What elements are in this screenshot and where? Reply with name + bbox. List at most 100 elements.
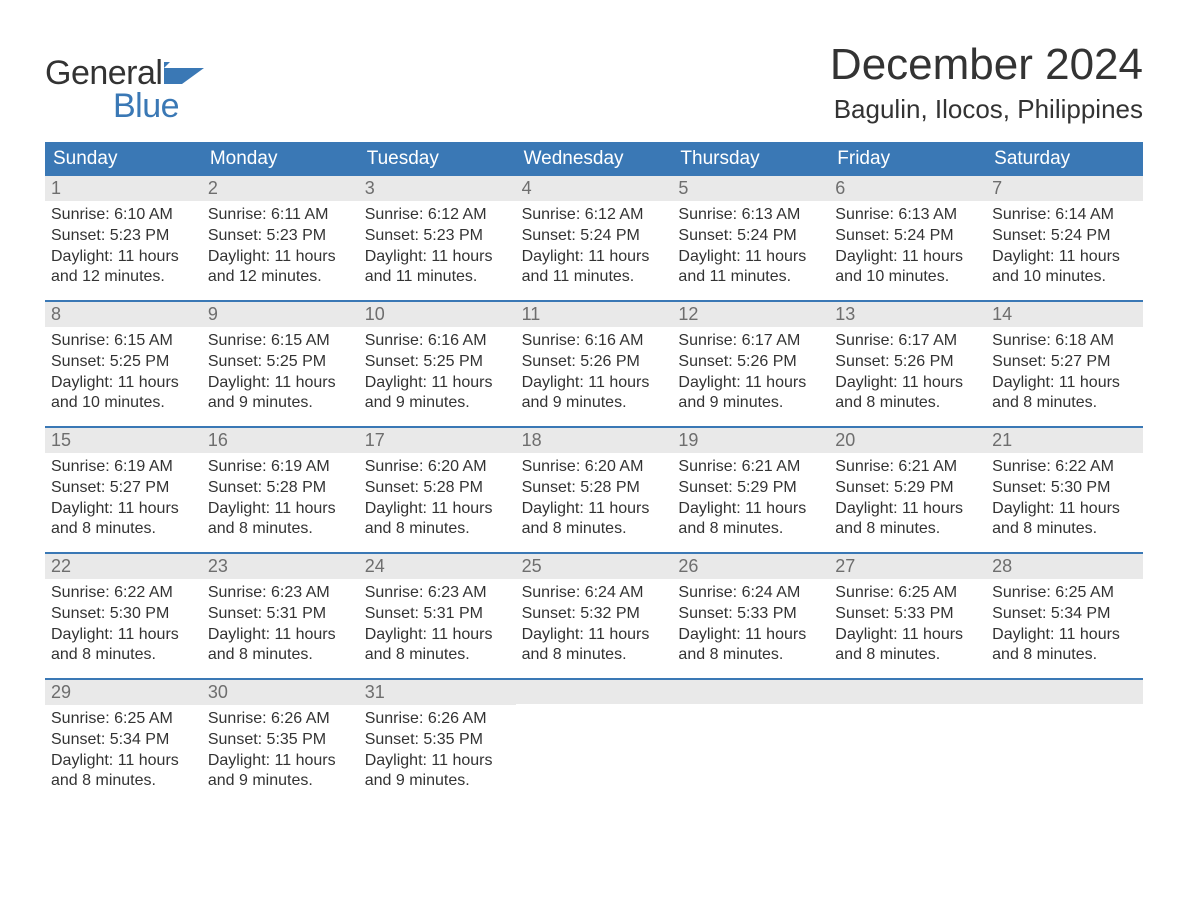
- sunrise-text: Sunrise: 6:20 AM: [365, 457, 510, 478]
- daylight-text: Daylight: 11 hours: [365, 751, 510, 772]
- sunset-text: Sunset: 5:23 PM: [208, 226, 353, 247]
- day-number-row: 18: [516, 428, 673, 453]
- daylight-text: Daylight: 11 hours: [835, 499, 980, 520]
- daylight-text: and 11 minutes.: [678, 267, 823, 288]
- day-number-row: 22: [45, 554, 202, 579]
- day-number-row: 26: [672, 554, 829, 579]
- daylight-text: Daylight: 11 hours: [51, 499, 196, 520]
- day-number: 22: [51, 556, 71, 576]
- daylight-text: Daylight: 11 hours: [365, 625, 510, 646]
- sunrise-text: Sunrise: 6:15 AM: [51, 331, 196, 352]
- day-header-sun: Sunday: [45, 142, 202, 176]
- day-number-row: [986, 680, 1143, 704]
- daylight-text: Daylight: 11 hours: [51, 625, 196, 646]
- sunset-text: Sunset: 5:29 PM: [835, 478, 980, 499]
- day-body: Sunrise: 6:20 AMSunset: 5:28 PMDaylight:…: [516, 453, 673, 540]
- day-headers-row: Sunday Monday Tuesday Wednesday Thursday…: [45, 142, 1143, 176]
- sunrise-text: Sunrise: 6:10 AM: [51, 205, 196, 226]
- day-number: 18: [522, 430, 542, 450]
- day-header-tue: Tuesday: [359, 142, 516, 176]
- day-number-row: 19: [672, 428, 829, 453]
- day-number: 2: [208, 178, 218, 198]
- sunset-text: Sunset: 5:25 PM: [208, 352, 353, 373]
- day-cell: 21Sunrise: 6:22 AMSunset: 5:30 PMDayligh…: [986, 428, 1143, 552]
- day-body: Sunrise: 6:24 AMSunset: 5:32 PMDaylight:…: [516, 579, 673, 666]
- day-number: 27: [835, 556, 855, 576]
- day-header-sat: Saturday: [986, 142, 1143, 176]
- day-number: 29: [51, 682, 71, 702]
- day-cell: 25Sunrise: 6:24 AMSunset: 5:32 PMDayligh…: [516, 554, 673, 678]
- day-number-row: 23: [202, 554, 359, 579]
- day-body: Sunrise: 6:25 AMSunset: 5:34 PMDaylight:…: [45, 705, 202, 792]
- daylight-text: Daylight: 11 hours: [835, 625, 980, 646]
- day-number-row: 9: [202, 302, 359, 327]
- daylight-text: and 9 minutes.: [365, 393, 510, 414]
- sunset-text: Sunset: 5:27 PM: [992, 352, 1137, 373]
- daylight-text: Daylight: 11 hours: [992, 247, 1137, 268]
- day-header-fri: Friday: [829, 142, 986, 176]
- day-number-row: [672, 680, 829, 704]
- sunset-text: Sunset: 5:35 PM: [365, 730, 510, 751]
- day-cell: 2Sunrise: 6:11 AMSunset: 5:23 PMDaylight…: [202, 176, 359, 300]
- day-number-row: 28: [986, 554, 1143, 579]
- day-cell: 12Sunrise: 6:17 AMSunset: 5:26 PMDayligh…: [672, 302, 829, 426]
- sunrise-text: Sunrise: 6:19 AM: [208, 457, 353, 478]
- sunrise-text: Sunrise: 6:16 AM: [365, 331, 510, 352]
- daylight-text: and 12 minutes.: [51, 267, 196, 288]
- daylight-text: and 9 minutes.: [208, 393, 353, 414]
- daylight-text: Daylight: 11 hours: [522, 625, 667, 646]
- sunset-text: Sunset: 5:23 PM: [365, 226, 510, 247]
- day-body: Sunrise: 6:22 AMSunset: 5:30 PMDaylight:…: [986, 453, 1143, 540]
- day-number: 8: [51, 304, 61, 324]
- day-number: 23: [208, 556, 228, 576]
- sunrise-text: Sunrise: 6:22 AM: [992, 457, 1137, 478]
- sunset-text: Sunset: 5:34 PM: [51, 730, 196, 751]
- day-number-row: 16: [202, 428, 359, 453]
- sunset-text: Sunset: 5:33 PM: [678, 604, 823, 625]
- daylight-text: Daylight: 11 hours: [208, 751, 353, 772]
- title-block: December 2024 Bagulin, Ilocos, Philippin…: [830, 40, 1143, 125]
- day-body: Sunrise: 6:21 AMSunset: 5:29 PMDaylight:…: [829, 453, 986, 540]
- daylight-text: and 8 minutes.: [51, 519, 196, 540]
- day-cell: [672, 680, 829, 804]
- daylight-text: and 8 minutes.: [522, 519, 667, 540]
- daylight-text: and 8 minutes.: [835, 645, 980, 666]
- sunset-text: Sunset: 5:24 PM: [835, 226, 980, 247]
- sunset-text: Sunset: 5:27 PM: [51, 478, 196, 499]
- sunset-text: Sunset: 5:26 PM: [678, 352, 823, 373]
- day-body: Sunrise: 6:12 AMSunset: 5:23 PMDaylight:…: [359, 201, 516, 288]
- day-body: Sunrise: 6:24 AMSunset: 5:33 PMDaylight:…: [672, 579, 829, 666]
- sunset-text: Sunset: 5:24 PM: [678, 226, 823, 247]
- day-cell: 15 Sunrise: 6:19 AMSunset: 5:27 PMDayligh…: [45, 428, 202, 552]
- sunset-text: Sunset: 5:29 PM: [678, 478, 823, 499]
- day-body: Sunrise: 6:23 AMSunset: 5:31 PMDaylight:…: [359, 579, 516, 666]
- day-number-row: 17: [359, 428, 516, 453]
- day-header-thu: Thursday: [672, 142, 829, 176]
- daylight-text: and 8 minutes.: [678, 645, 823, 666]
- day-cell: 23Sunrise: 6:23 AMSunset: 5:31 PMDayligh…: [202, 554, 359, 678]
- sunset-text: Sunset: 5:26 PM: [522, 352, 667, 373]
- day-body: Sunrise: 6:22 AMSunset: 5:30 PMDaylight:…: [45, 579, 202, 666]
- day-cell: 29 Sunrise: 6:25 AMSunset: 5:34 PMDayligh…: [45, 680, 202, 804]
- day-number: 15: [51, 430, 71, 450]
- daylight-text: and 9 minutes.: [365, 771, 510, 792]
- daylight-text: Daylight: 11 hours: [208, 373, 353, 394]
- daylight-text: Daylight: 11 hours: [835, 373, 980, 394]
- daylight-text: Daylight: 11 hours: [678, 625, 823, 646]
- day-cell: 30Sunrise: 6:26 AMSunset: 5:35 PMDayligh…: [202, 680, 359, 804]
- sunrise-text: Sunrise: 6:26 AM: [208, 709, 353, 730]
- sunrise-text: Sunrise: 6:25 AM: [835, 583, 980, 604]
- sunset-text: Sunset: 5:24 PM: [522, 226, 667, 247]
- day-number: 12: [678, 304, 698, 324]
- day-body: Sunrise: 6:19 AMSunset: 5:27 PMDaylight:…: [45, 453, 202, 540]
- day-number-row: 5: [672, 176, 829, 201]
- day-cell: 19Sunrise: 6:21 AMSunset: 5:29 PMDayligh…: [672, 428, 829, 552]
- sunrise-text: Sunrise: 6:22 AM: [51, 583, 196, 604]
- sunrise-text: Sunrise: 6:25 AM: [992, 583, 1137, 604]
- day-cell: 20Sunrise: 6:21 AMSunset: 5:29 PMDayligh…: [829, 428, 986, 552]
- day-number-row: 24: [359, 554, 516, 579]
- day-number-row: 27: [829, 554, 986, 579]
- daylight-text: and 8 minutes.: [835, 519, 980, 540]
- sunset-text: Sunset: 5:30 PM: [992, 478, 1137, 499]
- day-body: Sunrise: 6:12 AMSunset: 5:24 PMDaylight:…: [516, 201, 673, 288]
